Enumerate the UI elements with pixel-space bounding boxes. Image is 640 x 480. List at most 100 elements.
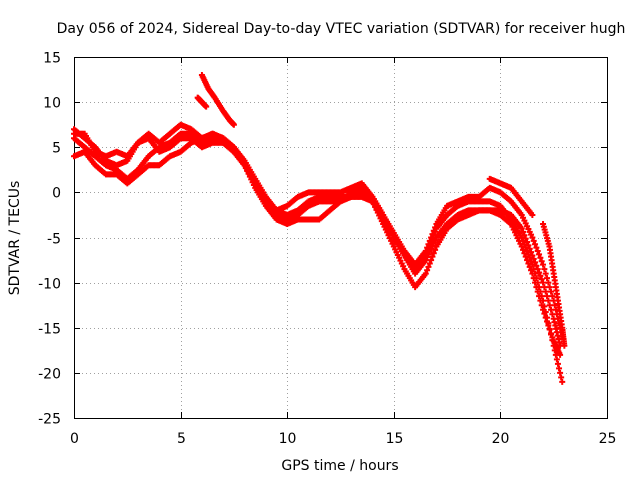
y-tick-label: -20 — [38, 367, 61, 383]
data-point — [536, 269, 543, 276]
data-point — [534, 266, 541, 273]
data-point — [549, 293, 556, 300]
x-tick-label: 5 — [177, 431, 186, 447]
data-point — [532, 259, 539, 266]
y-tick-label: 0 — [52, 186, 61, 202]
y-tick-label: -10 — [38, 277, 61, 293]
x-tick-label: 10 — [279, 431, 297, 447]
data-point — [521, 232, 528, 239]
data-point — [432, 224, 439, 231]
data-point — [538, 302, 545, 309]
data-point — [430, 227, 437, 234]
data-point — [533, 244, 540, 251]
x-tick-label: 15 — [386, 431, 404, 447]
data-point — [548, 288, 555, 295]
data-point — [422, 248, 429, 255]
data-point — [530, 255, 537, 262]
y-tick-label: 5 — [52, 141, 61, 157]
data-point — [428, 257, 435, 264]
data-point — [536, 251, 543, 258]
data-point — [559, 378, 566, 385]
data-point — [529, 234, 536, 241]
series-track-2 — [71, 130, 564, 358]
data-point — [521, 250, 528, 257]
data-point — [534, 288, 541, 295]
axis-ticks: 0 5 10 15 20 25 15 10 5 0 -5 -10 -15 -20 -25 — [38, 51, 616, 448]
data-point — [546, 326, 553, 333]
series-track-4 — [71, 130, 566, 340]
data-point — [536, 293, 543, 300]
data-point — [542, 270, 549, 277]
data-point — [529, 211, 536, 218]
data-point — [537, 272, 544, 279]
data-point — [534, 248, 541, 255]
data-point — [541, 284, 548, 291]
data-point — [520, 246, 527, 253]
data-point — [541, 266, 548, 273]
data-point — [532, 279, 539, 286]
data-point — [546, 284, 553, 291]
data-point — [558, 374, 565, 381]
data-point — [526, 263, 533, 270]
series-segment-c — [486, 175, 536, 218]
data-point — [530, 275, 537, 282]
x-axis-title: GPS time / hours — [281, 458, 398, 474]
data-point — [541, 310, 548, 317]
data-point — [542, 288, 549, 295]
series-segment-b — [194, 94, 210, 110]
data-point — [545, 279, 552, 286]
data-point — [551, 302, 558, 309]
data-point — [424, 244, 431, 251]
data-point — [426, 237, 433, 244]
data-point — [537, 254, 544, 261]
data-points — [71, 72, 568, 385]
data-point — [529, 270, 536, 277]
data-point — [522, 235, 529, 242]
data-point — [552, 306, 559, 313]
data-point — [518, 225, 525, 232]
data-point — [522, 253, 529, 260]
data-point — [526, 245, 533, 252]
x-tick-label: 0 — [70, 431, 79, 447]
data-point — [422, 270, 429, 277]
data-point — [425, 263, 432, 270]
data-point — [524, 257, 531, 264]
data-point — [426, 260, 433, 267]
data-point — [553, 356, 560, 363]
data-point — [203, 103, 210, 110]
y-tick-label: 10 — [43, 96, 61, 112]
data-point — [554, 360, 561, 367]
y-tick-label: -15 — [38, 322, 61, 338]
grid-lines — [74, 57, 607, 418]
series-segment-a — [198, 72, 237, 128]
data-point — [525, 242, 532, 249]
data-point — [542, 314, 549, 321]
data-point — [432, 246, 439, 253]
series-segment-d — [540, 220, 568, 349]
data-point — [544, 293, 551, 300]
data-point — [428, 234, 435, 241]
data-point — [545, 322, 552, 329]
y-tick-label: -5 — [47, 232, 61, 248]
data-point — [546, 302, 553, 309]
data-point — [557, 369, 564, 376]
chart-title: Day 056 of 2024, Sidereal Day-to-day VTE… — [57, 21, 626, 37]
y-tick-label: -25 — [38, 412, 61, 428]
data-point — [540, 261, 547, 268]
x-tick-label: 20 — [492, 431, 510, 447]
data-point — [561, 342, 568, 349]
data-point — [538, 276, 545, 283]
data-point — [549, 334, 556, 341]
data-point — [424, 267, 431, 274]
data-point — [556, 365, 563, 372]
data-point — [548, 330, 555, 337]
data-point — [540, 279, 547, 286]
data-point — [540, 306, 547, 313]
data-point — [429, 231, 436, 238]
data-point — [528, 249, 535, 256]
data-point — [230, 121, 237, 128]
data-point — [545, 297, 552, 304]
y-tick-label: 15 — [43, 51, 61, 67]
data-point — [532, 241, 539, 248]
